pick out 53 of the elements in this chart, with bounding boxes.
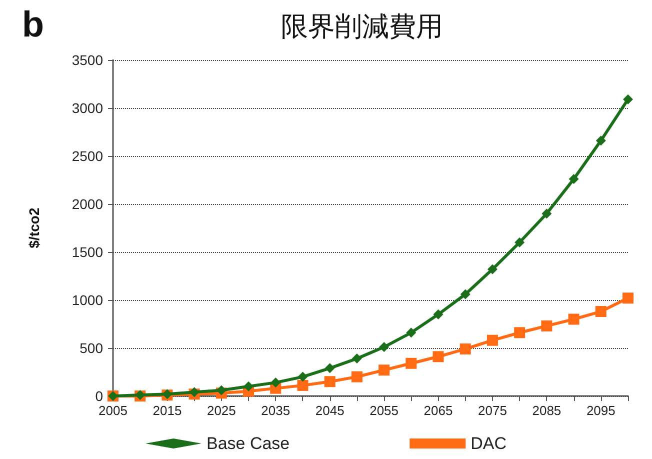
text: b [22, 4, 44, 44]
point [324, 363, 335, 374]
x-tick-label: 2005 [98, 403, 128, 418]
point [351, 371, 362, 382]
point [379, 342, 390, 352]
point [514, 237, 525, 248]
point [541, 320, 552, 332]
point [298, 372, 308, 382]
y-tick-label: 1500 [72, 244, 104, 260]
y-tick-label: 2000 [72, 196, 104, 212]
x-tick-label: 2045 [315, 403, 344, 418]
point [460, 343, 471, 354]
point [352, 354, 362, 364]
point [189, 387, 200, 398]
point [297, 380, 308, 391]
point [568, 314, 580, 325]
x-tick-label: 2055 [370, 403, 399, 418]
y-tick-label: 3500 [72, 52, 104, 68]
y-axis-title: $/tco2 [26, 208, 42, 248]
point [433, 309, 444, 320]
y-tick-label: 1000 [72, 292, 104, 308]
y-tick-label: 0 [95, 388, 104, 404]
x-tick-label: 2075 [478, 403, 507, 418]
point [514, 327, 526, 338]
point [568, 174, 579, 184]
point [244, 381, 254, 392]
point [406, 328, 416, 338]
point [623, 94, 633, 104]
y-tick-label: 500 [80, 340, 104, 356]
y-tick-label: 3000 [72, 100, 104, 116]
x-tick-label: 2065 [424, 403, 453, 418]
point [378, 364, 390, 376]
x-tick-label: 2025 [206, 403, 236, 418]
x-tick-label: 2015 [152, 403, 182, 418]
y-tick-label: 2500 [72, 148, 104, 164]
point [486, 334, 498, 346]
point [270, 378, 281, 388]
chart-title: 限界削減費用 [281, 12, 443, 42]
x-tick-label: 2035 [261, 403, 290, 418]
point [406, 358, 417, 369]
point [324, 376, 336, 388]
legend-label: DAC [470, 434, 507, 453]
x-tick-label: 2095 [586, 403, 616, 418]
point [595, 306, 606, 318]
point [487, 264, 498, 274]
point [596, 136, 606, 146]
legend-label: Base Case [206, 434, 290, 453]
point [432, 351, 444, 362]
point [216, 385, 226, 396]
x-tick-label: 2085 [532, 403, 562, 418]
point [622, 292, 634, 304]
point [460, 289, 470, 300]
point [542, 208, 552, 219]
